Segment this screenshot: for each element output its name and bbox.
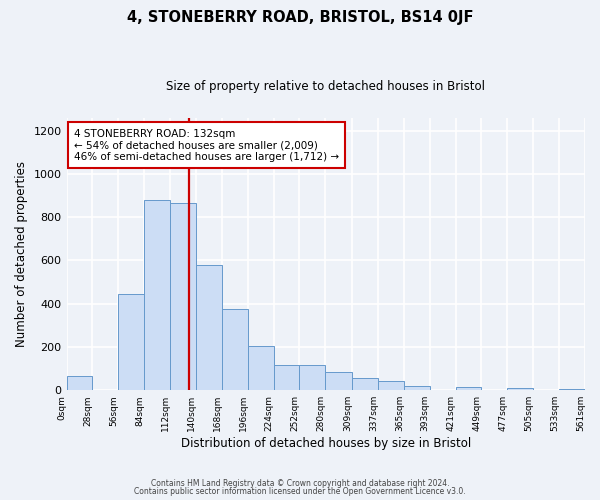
X-axis label: Distribution of detached houses by size in Bristol: Distribution of detached houses by size … [181,437,471,450]
Bar [196,265,222,390]
Bar [248,346,274,390]
Bar [274,366,299,390]
Title: Size of property relative to detached houses in Bristol: Size of property relative to detached ho… [166,80,485,93]
Text: Contains HM Land Registry data © Crown copyright and database right 2024.: Contains HM Land Registry data © Crown c… [151,478,449,488]
Bar [378,381,404,390]
Bar [67,376,92,390]
Bar [222,309,248,390]
Bar [455,388,481,390]
Bar [299,366,325,390]
Text: Contains public sector information licensed under the Open Government Licence v3: Contains public sector information licen… [134,487,466,496]
Bar [352,378,378,390]
Y-axis label: Number of detached properties: Number of detached properties [15,161,28,347]
Text: 4 STONEBERRY ROAD: 132sqm
← 54% of detached houses are smaller (2,009)
46% of se: 4 STONEBERRY ROAD: 132sqm ← 54% of detac… [74,128,339,162]
Bar [170,203,196,390]
Bar [404,386,430,390]
Bar [118,294,144,390]
Bar [325,372,352,390]
Bar [508,388,533,390]
Bar [559,389,585,390]
Text: 4, STONEBERRY ROAD, BRISTOL, BS14 0JF: 4, STONEBERRY ROAD, BRISTOL, BS14 0JF [127,10,473,25]
Bar [144,200,170,390]
